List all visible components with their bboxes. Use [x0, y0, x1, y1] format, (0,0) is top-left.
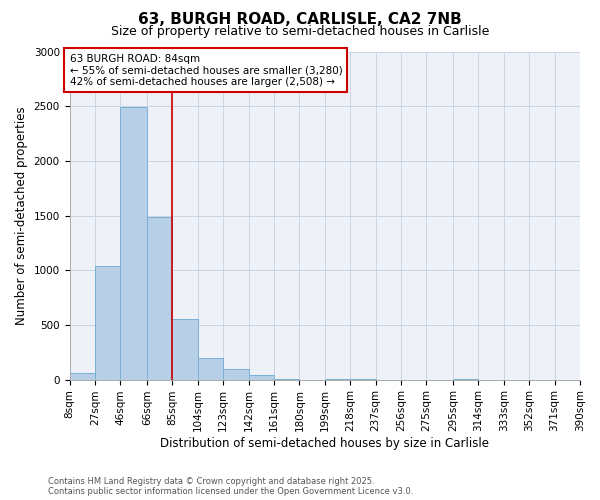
- Text: Contains HM Land Registry data © Crown copyright and database right 2025.
Contai: Contains HM Land Registry data © Crown c…: [48, 476, 413, 496]
- Text: Size of property relative to semi-detached houses in Carlisle: Size of property relative to semi-detach…: [111, 25, 489, 38]
- Bar: [274, 378, 299, 380]
- Bar: [172, 320, 198, 380]
- X-axis label: Distribution of semi-detached houses by size in Carlisle: Distribution of semi-detached houses by …: [160, 437, 489, 450]
- Bar: [325, 379, 350, 380]
- Bar: [95, 266, 121, 380]
- Text: 63 BURGH ROAD: 84sqm
← 55% of semi-detached houses are smaller (3,280)
42% of se: 63 BURGH ROAD: 84sqm ← 55% of semi-detac…: [70, 54, 342, 87]
- Bar: [248, 375, 274, 380]
- Bar: [198, 358, 223, 380]
- Bar: [70, 373, 95, 380]
- Bar: [223, 369, 248, 380]
- Bar: [121, 108, 147, 380]
- Bar: [147, 216, 172, 380]
- Y-axis label: Number of semi-detached properties: Number of semi-detached properties: [15, 106, 28, 325]
- Text: 63, BURGH ROAD, CARLISLE, CA2 7NB: 63, BURGH ROAD, CARLISLE, CA2 7NB: [138, 12, 462, 28]
